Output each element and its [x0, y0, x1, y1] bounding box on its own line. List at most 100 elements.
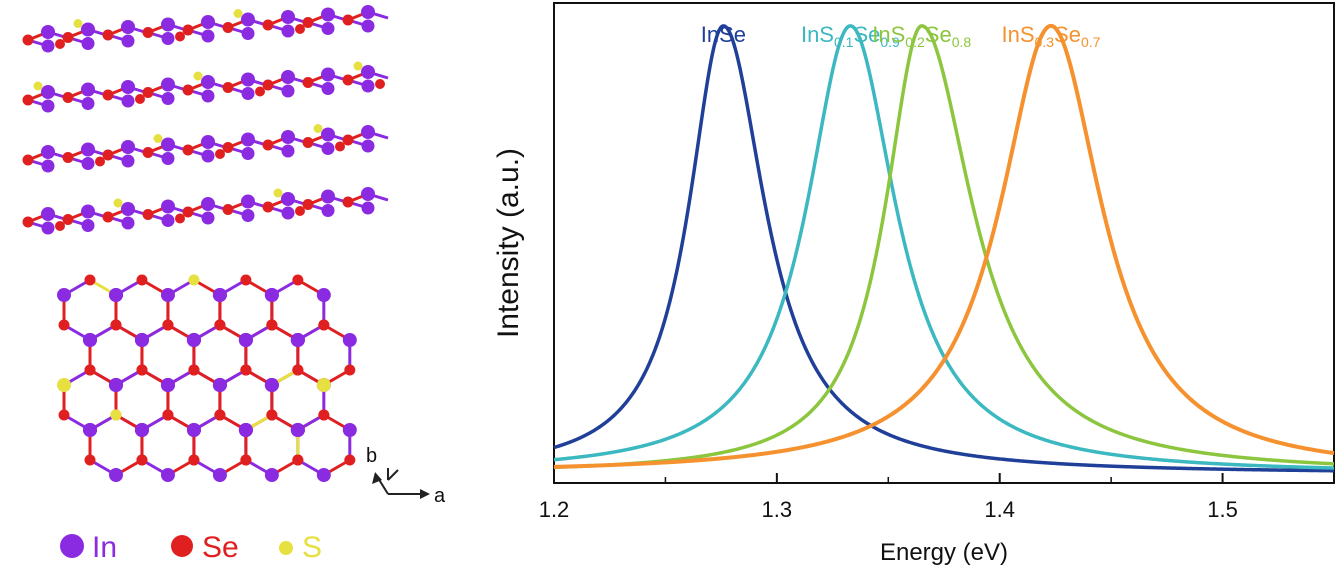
- atom: [212, 378, 227, 392]
- atom: [134, 423, 149, 437]
- atom: [321, 22, 335, 35]
- atom: [102, 149, 114, 161]
- atom: [81, 37, 95, 50]
- atom: [22, 216, 34, 228]
- atom: [318, 409, 330, 421]
- atom: [160, 468, 175, 482]
- atom: [41, 207, 55, 221]
- atom: [290, 423, 305, 437]
- lattice-a-label: a: [434, 485, 446, 507]
- atom: [95, 156, 105, 167]
- atom: [201, 15, 215, 29]
- x-tick-label-3: 1.5: [1207, 497, 1238, 522]
- atom: [344, 454, 356, 466]
- atom: [201, 211, 215, 225]
- x-axis-ticks: 1.2 1.3 1.4 1.5: [539, 473, 1238, 522]
- atom: [182, 24, 194, 36]
- atom: [302, 77, 314, 88]
- atom: [295, 24, 305, 34]
- atom: [161, 32, 175, 45]
- atom: [233, 9, 243, 18]
- x-tick-label-2: 1.4: [984, 497, 1015, 522]
- atom: [361, 19, 375, 33]
- atom: [110, 319, 122, 331]
- atom: [175, 213, 185, 224]
- atom: [83, 333, 97, 347]
- atom: [121, 20, 135, 34]
- atom: [241, 194, 255, 209]
- atom: [292, 364, 304, 376]
- atom: [41, 159, 55, 173]
- atom: [161, 137, 175, 152]
- atom: [84, 364, 96, 376]
- legend-s-marker: [279, 541, 293, 555]
- atom: [55, 221, 65, 231]
- atom: [22, 94, 34, 106]
- atom: [81, 22, 95, 37]
- atom: [264, 468, 279, 482]
- atom: [302, 137, 314, 148]
- atom: [121, 154, 135, 168]
- atom: [321, 67, 335, 82]
- atom: [162, 319, 174, 331]
- atom: [121, 34, 135, 48]
- atom: [266, 319, 278, 331]
- atom: [188, 274, 200, 286]
- atom: [41, 99, 55, 113]
- atom: [57, 288, 72, 302]
- atom: [41, 39, 55, 53]
- atom: [108, 378, 123, 392]
- atom: [81, 97, 95, 110]
- atom: [281, 84, 295, 98]
- atom: [240, 364, 252, 376]
- atom: [342, 423, 357, 437]
- atom: [316, 468, 331, 482]
- atom: [241, 12, 255, 27]
- atom: [41, 85, 55, 99]
- atom: [153, 134, 163, 143]
- atom: [292, 274, 304, 286]
- atom: [302, 199, 314, 210]
- atom: [121, 80, 135, 94]
- atom: [41, 221, 55, 235]
- atom: [266, 409, 278, 421]
- peak-label-1: InS0.1Se0.9: [801, 22, 900, 50]
- atom: [215, 149, 225, 159]
- atom: [121, 202, 135, 216]
- atom: [238, 333, 253, 347]
- atom: [321, 7, 335, 22]
- atom: [73, 19, 83, 28]
- atom: [240, 274, 252, 286]
- atom: [201, 149, 215, 163]
- atom: [281, 206, 295, 220]
- lattice-axes: b a: [366, 445, 446, 507]
- plot-frame: [553, 2, 1335, 484]
- atom: [361, 187, 375, 201]
- atom: [142, 27, 154, 38]
- atom: [212, 468, 227, 482]
- atom: [240, 454, 252, 466]
- atom: [121, 94, 135, 108]
- atom: [57, 378, 72, 392]
- legend-se-marker: [171, 535, 193, 557]
- atom: [255, 86, 265, 97]
- atom: [160, 378, 175, 392]
- atom: [81, 204, 95, 219]
- atom: [313, 124, 323, 133]
- atom: [201, 29, 215, 43]
- atom: [81, 82, 95, 97]
- atom: [281, 130, 295, 144]
- atom: [214, 409, 226, 421]
- peak-label-0: InSe: [701, 22, 746, 47]
- atom: [136, 364, 148, 376]
- atom: [262, 201, 274, 213]
- atom: [84, 454, 96, 466]
- atom: [222, 204, 234, 215]
- atom: [160, 288, 175, 302]
- atom: [81, 219, 95, 232]
- atom: [281, 144, 295, 158]
- atom: [136, 454, 148, 466]
- atom: [262, 79, 274, 91]
- atom: [41, 25, 55, 39]
